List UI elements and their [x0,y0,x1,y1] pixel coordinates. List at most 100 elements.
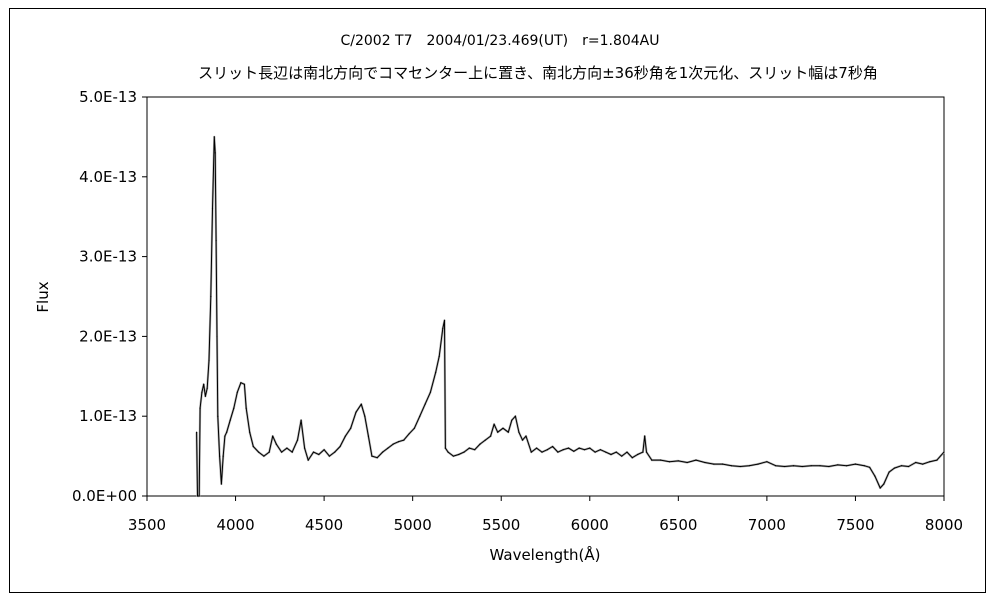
x-tick-label: 5500 [482,516,520,534]
data-point [583,449,586,451]
y-tick-label: 0.0E+00 [72,487,137,505]
data-point [888,471,890,473]
data-point [296,439,299,441]
data-point [444,447,446,449]
y-tick-label: 4.0E-13 [79,168,137,186]
data-point [392,443,394,445]
data-point [312,451,315,453]
data-point [530,451,532,453]
x-axis-label: Wavelength(Å) [490,545,601,564]
data-point [704,461,706,464]
data-point [286,447,288,449]
data-point [766,461,768,463]
data-point [883,483,885,485]
data-point [252,445,254,448]
data-point [236,391,238,393]
data-point [819,465,821,467]
data-point [268,451,270,453]
data-point [479,443,481,445]
data-point [387,447,389,449]
x-tick-label: 8000 [925,516,963,534]
x-tick-label: 6500 [659,516,697,534]
data-point [208,359,210,361]
data-point [360,403,362,405]
data-point [211,208,214,210]
data-point [304,447,306,449]
data-point [686,461,688,464]
data-point [631,457,633,459]
x-axis: 3500 4000 4500 5000 5500 6000 6500 7000 7500 8000 [128,496,963,534]
data-point [536,447,538,449]
data-point [573,450,575,452]
data-point [344,435,346,437]
data-point [307,459,309,461]
data-point [334,451,336,453]
data-point [784,465,786,468]
data-point [644,435,646,437]
data-point [589,447,591,449]
data-point [233,407,235,409]
x-tick-label: 4000 [216,516,254,534]
data-point [879,487,881,489]
data-point [339,445,341,448]
data-point [201,391,203,393]
data-point [216,335,218,337]
data-point [447,451,449,453]
data-point [215,240,217,242]
series-0-shadow [195,135,945,498]
data-point [263,455,265,457]
data-point [637,453,639,456]
data-point [367,435,369,437]
y-tick-label: 3.0E-13 [79,248,137,266]
series-0-line [196,136,945,497]
data-point [222,455,224,457]
x-tick-label: 3500 [128,516,166,534]
data-point [376,457,378,459]
data-point [497,431,499,433]
data-point [484,439,486,441]
data-point [281,451,283,453]
data-point [915,461,917,464]
data-point [468,447,470,449]
y-tick-label: 5.0E-13 [79,88,137,106]
data-point [695,459,697,461]
data-point [364,415,366,417]
data-point [474,449,476,451]
data-point [792,465,795,467]
data-point [846,465,848,467]
data-point [243,383,245,385]
data-point [739,465,741,468]
data-point [249,431,251,433]
data-point [323,449,325,451]
data-point [615,451,617,453]
data-point [828,465,830,468]
data-point [869,466,871,468]
data-point [651,459,653,461]
y-axis-label: Flux [34,281,52,312]
data-point [355,411,357,413]
data-point [435,371,437,373]
data-point [722,463,724,465]
plot-area [146,96,945,497]
data-point [214,152,216,154]
data-point [350,427,352,429]
data-point [463,451,465,453]
data-point [546,449,548,451]
chart-subtitle: スリット長辺は南北方向でコマセンター上に置き、南北方向±36秒角を1次元化、スリ… [198,64,878,82]
data-point [605,451,607,453]
x-tick-label: 7500 [836,516,874,534]
data-point [397,441,400,443]
x-tick-label: 7000 [748,516,786,534]
data-point [645,451,648,453]
data-point [748,465,750,467]
y-tick-label: 1.0E-13 [79,407,137,425]
data-point [206,387,208,389]
data-point [626,451,628,453]
data-point [810,465,812,467]
series-layer [195,135,945,498]
data-point [213,136,215,138]
data-point [908,465,910,468]
data-point [594,451,596,453]
data-point [490,435,492,437]
data-point [196,495,199,497]
